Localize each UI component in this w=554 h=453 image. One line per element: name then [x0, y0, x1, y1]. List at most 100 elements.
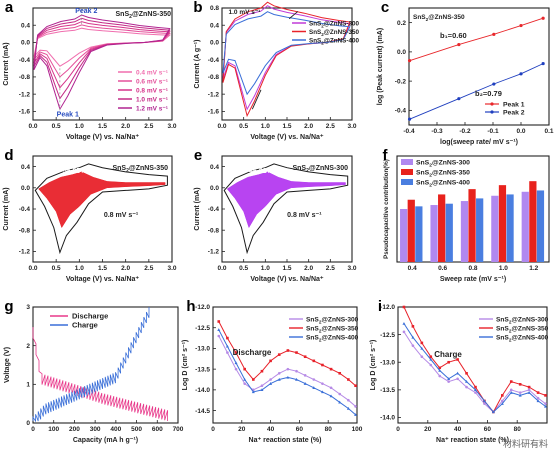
legend-swatch: [401, 169, 413, 175]
panel-e: 0.0 0.5 1.0 1.5 2.0 2.5 3.0 0.4 0.0 -0.4 -0.8 -1.2 V…: [194, 147, 357, 283]
y-tick-label: -0.8: [19, 74, 31, 81]
label-subscript: 2: [426, 17, 429, 22]
data-point: [447, 360, 450, 364]
bar: [536, 190, 545, 262]
data-point: [429, 363, 433, 367]
x-tick-label: 0.8: [468, 265, 477, 272]
data-point: [457, 97, 461, 101]
y-tick-label: -12.5: [380, 332, 395, 339]
data-point: [465, 379, 469, 383]
data-point: [509, 391, 513, 394]
x-axis-label: Voltage (V) vs. Na/Na⁺: [66, 276, 140, 283]
label-part: SnS: [416, 180, 430, 187]
x-tick-label: 0.5: [239, 123, 248, 130]
y-tick-label: 0.0: [21, 40, 30, 47]
data-point: [402, 330, 406, 334]
data-point: [217, 328, 221, 331]
label-part: @ZnNS-300: [324, 20, 360, 27]
x-tick-label: 20: [238, 426, 246, 433]
y-tick-label: 0.0: [397, 49, 406, 56]
legend-label: 0.8 mV s⁻¹: [136, 87, 168, 94]
arrow-down: [251, 89, 262, 110]
label-part: @ZnNS-350: [129, 165, 168, 172]
legend-label: SnS2@ZnNS-400: [309, 37, 359, 45]
plot-frame: [397, 306, 548, 424]
y-tick-label: 0.4: [21, 164, 30, 171]
series-line: [403, 331, 546, 413]
data-point: [509, 380, 513, 383]
panel-letter: i: [378, 298, 382, 315]
data-point: [527, 391, 531, 394]
data-point: [402, 321, 406, 325]
data-point: [482, 399, 486, 403]
data-point: [456, 377, 459, 381]
label-part: SnS: [496, 325, 509, 332]
label-part: @ZnNS-350: [324, 29, 360, 36]
x-tick-label: 60: [484, 426, 492, 433]
series-line: [33, 14, 171, 111]
data-point: [347, 398, 350, 402]
bar: [468, 189, 476, 262]
panel-g: 0 100 200 300 400 500 600 700 0 1 2 3 Capacity (mA h…: [4, 298, 184, 444]
bar: [521, 191, 529, 262]
legend-label: 0.4 mV s⁻¹: [136, 69, 168, 76]
panel-d: 0.0 0.5 1.0 1.5 2.0 2.5 3.0 0.4 0.0 -0.4 -0.8 -1.2 V…: [3, 147, 177, 283]
x-tick-label: 2.0: [121, 265, 130, 272]
x-tick-label: 0.5: [52, 265, 61, 272]
x-tick-label: 2.5: [144, 265, 153, 272]
y-tick-label: -0.8: [208, 74, 220, 81]
bar: [491, 195, 499, 262]
label-subscript: 2: [509, 337, 512, 343]
data-point: [252, 378, 255, 381]
y-tick-label: -14.0: [195, 387, 210, 394]
legend-label: SnS2@ZnNS-300: [416, 160, 470, 169]
data-point: [347, 378, 350, 381]
data-point: [527, 388, 531, 392]
x-tick-label: 40: [267, 426, 275, 433]
data-point: [473, 388, 477, 392]
label-subscript: 2: [509, 328, 512, 334]
data-point: [321, 363, 324, 367]
annotation-percent: 46.02%: [249, 168, 274, 175]
bar: [506, 194, 514, 262]
plot-frame: [212, 306, 358, 424]
annotation-rate: 0.8 mV s⁻¹: [287, 212, 322, 219]
data-point: [286, 349, 290, 352]
label-part: SnS: [309, 37, 321, 44]
x-tick-label: 1.2: [529, 265, 538, 272]
data-point: [346, 406, 350, 410]
data-point: [465, 371, 468, 375]
label-subscript: 2: [429, 173, 432, 179]
y-tick-label: 0.4: [210, 22, 219, 29]
x-tick-label: 0.4: [408, 265, 417, 272]
data-point: [269, 359, 272, 363]
y-tick-label: -0.2: [395, 78, 407, 85]
series-line: [33, 24, 171, 78]
y-axis-label: Current (A g⁻¹): [194, 40, 201, 89]
y-tick-label: -0.4: [208, 57, 220, 64]
data-point: [226, 336, 229, 340]
x-tick-label: 40: [454, 426, 462, 433]
x-tick-label: 0: [31, 426, 35, 433]
data-point: [286, 367, 290, 371]
data-point: [295, 377, 299, 381]
panel-c: -0.4 -0.3 -0.2 -0.1 0.0 0.1 0.2 0.0 -0.2 -0.4 log(…: [377, 0, 554, 146]
y-axis-label: Voltage (V): [4, 347, 11, 383]
series-line: [33, 21, 171, 89]
x-tick-label: 2.0: [121, 123, 130, 130]
annotation-percent: 55.05%: [63, 168, 88, 175]
data-point: [456, 371, 460, 375]
panel-f: 0.4 0.6 0.8 1.0 1.2 Sweep rate (mV s⁻¹) Pseudo…: [383, 147, 550, 283]
data-point: [320, 390, 324, 394]
cv-outline: [223, 163, 349, 255]
legend-label: 1.0 mV s⁻¹: [136, 96, 168, 103]
y-tick-label: -1.2: [208, 249, 220, 256]
legend-label: SnS2@ZnNS-300: [496, 316, 549, 325]
data-point: [312, 378, 316, 381]
data-point: [312, 359, 316, 363]
x-tick-label: 200: [69, 426, 80, 433]
label-part: SnS: [416, 160, 430, 167]
data-point: [411, 344, 415, 347]
panel-letter: a: [5, 0, 14, 16]
x-tick-label: 100: [48, 426, 59, 433]
